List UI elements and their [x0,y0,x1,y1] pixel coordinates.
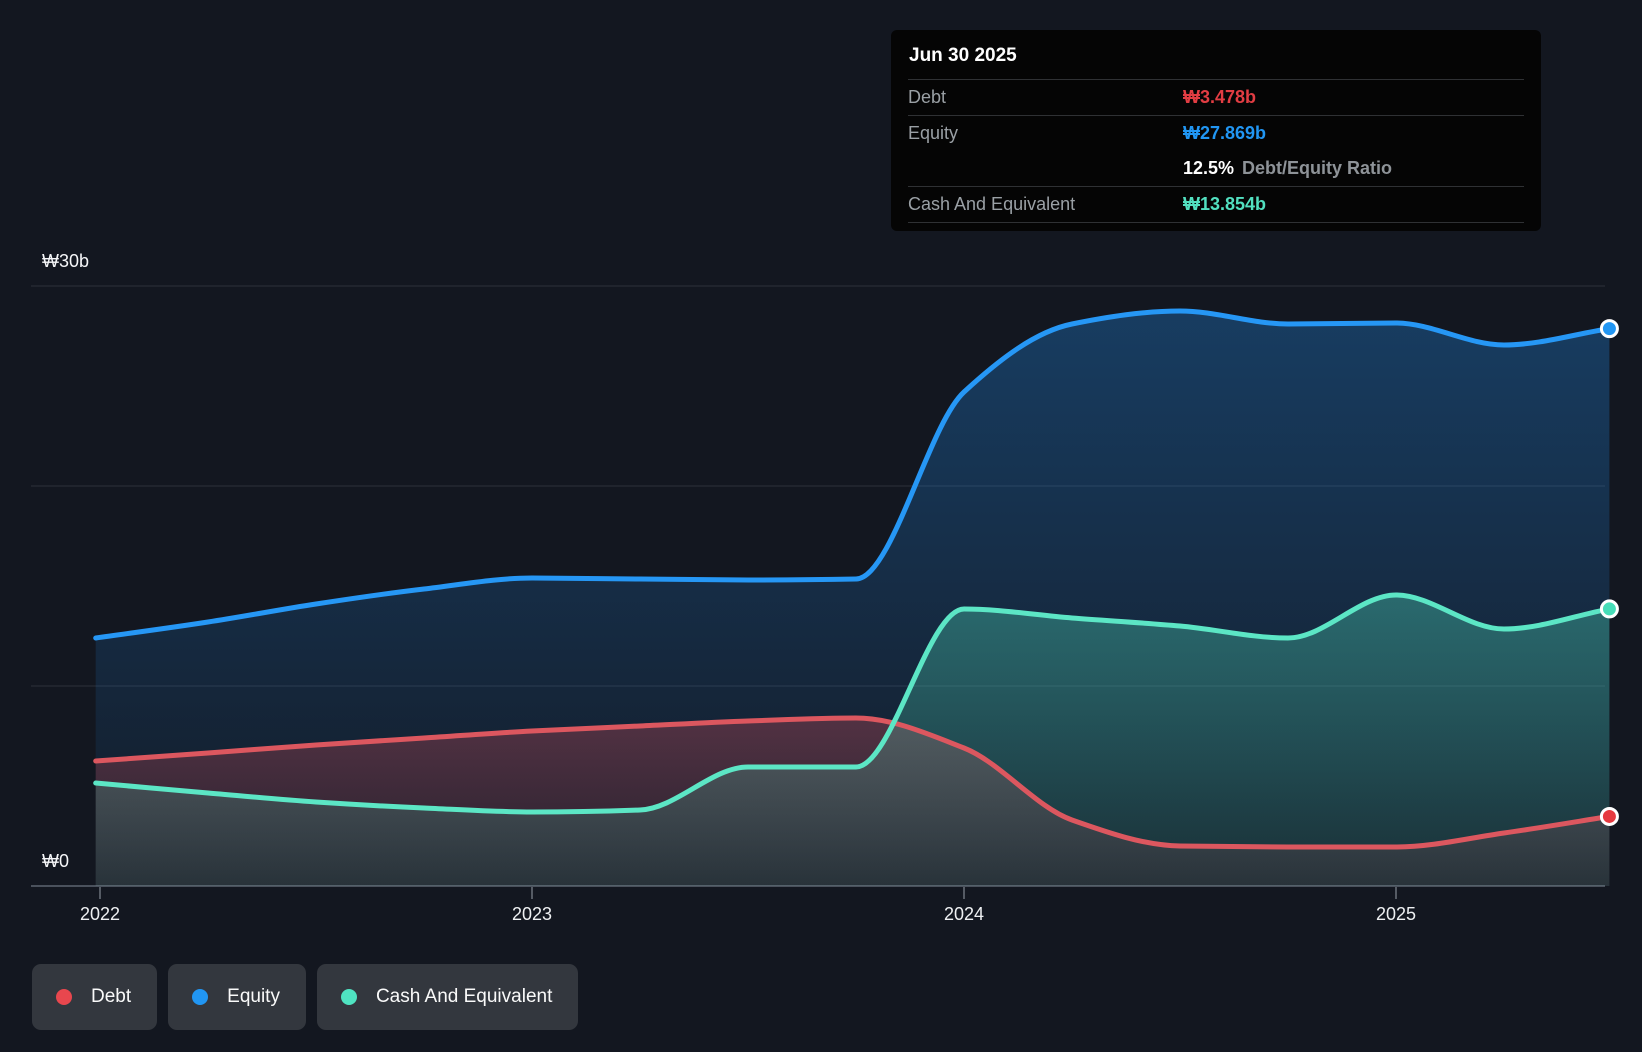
tooltip-equity-value: ₩27.869b [1183,123,1267,143]
y-axis-label-0b: ₩0 [42,851,69,871]
debt-legend-dot-icon [56,989,72,1005]
equity-endpoint-marker[interactable] [1599,319,1619,339]
cash-and-equivalent-endpoint-marker[interactable] [1599,599,1619,619]
chart-tooltip: Jun 30 2025 Debt ₩3.478b Equity ₩27.869b… [891,30,1541,231]
tooltip-debt-value: ₩3.478b [1183,87,1257,107]
tooltip-cash-label: Cash And Equivalent [908,194,1076,214]
tooltip-ratio-label: Debt/Equity Ratio [1242,158,1393,178]
tooltip-equity-label: Equity [908,123,959,143]
x-tick-label-2022: 2022 [80,904,120,924]
y-axis-label-30b: ₩30b [42,251,89,271]
debt-endpoint-marker[interactable] [1599,806,1619,826]
debt-line[interactable] [93,715,1612,850]
tooltip-debt-label: Debt [908,87,947,107]
legend-label-debt: Debt [91,986,132,1007]
cash-and-equivalent-area[interactable] [95,595,1610,886]
tooltip-row-debt: Debt ₩3.478b [908,80,1524,116]
legend-label-cash: Cash And Equivalent [375,986,553,1007]
cash-legend-dot-icon [340,989,357,1005]
x-tick-label-2024: 2024 [944,904,984,924]
legend-item-debt[interactable]: Debt [32,964,158,1030]
tooltip-ratio-value: 12.5% [1183,158,1235,178]
tooltip-cash-value: ₩13.854b [1183,194,1267,214]
cash-and-equivalent-line[interactable] [93,592,1612,815]
x-tick-label-2023: 2023 [512,904,552,924]
equity-legend-dot-icon [192,989,209,1005]
legend-item-equity[interactable]: Equity [168,964,306,1030]
tooltip-date: Jun 30 2025 [908,43,1524,80]
x-tick-label-2025: 2025 [1376,904,1416,924]
tooltip-row-equity: Equity ₩27.869b [908,116,1524,151]
tooltip-row-ratio: 12.5% Debt/Equity Ratio [908,151,1524,187]
legend-item-cash[interactable]: Cash And Equivalent [316,964,579,1030]
chart-legend: Debt Equity Cash And Equivalent [32,964,579,1030]
tooltip-row-cash: Cash And Equivalent ₩13.854b [908,187,1524,223]
equity-line[interactable] [93,308,1612,641]
legend-label-equity: Equity [227,986,280,1007]
